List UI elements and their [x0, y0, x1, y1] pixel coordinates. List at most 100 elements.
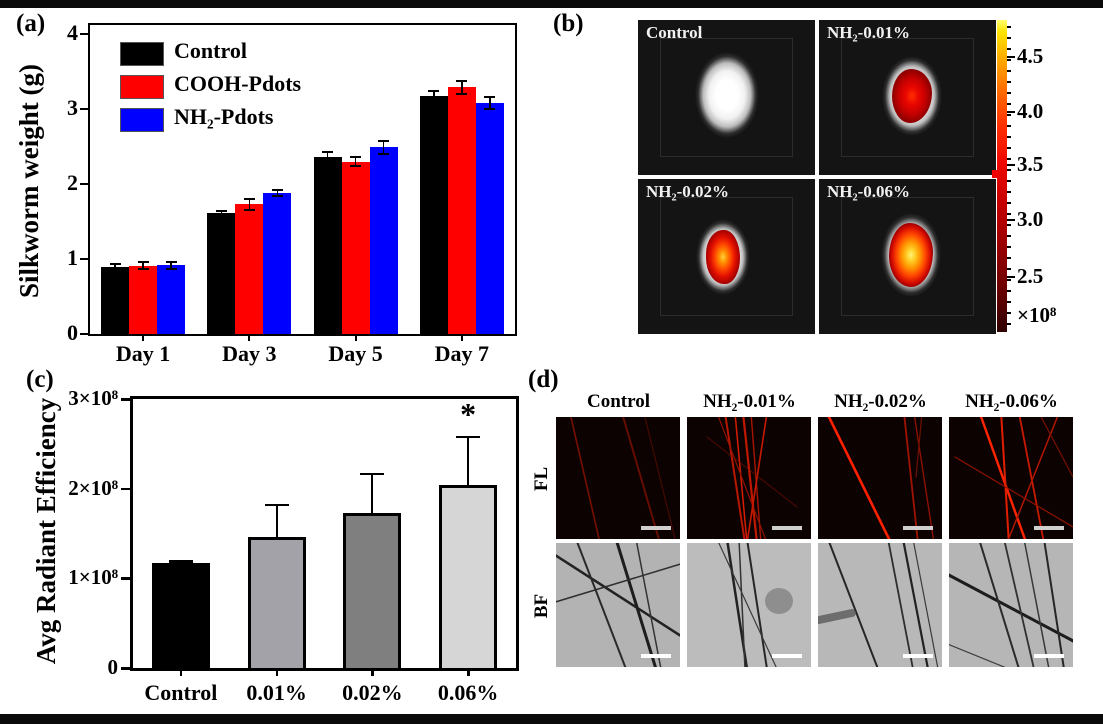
- colorbar-minor-tick: [1007, 48, 1011, 50]
- colorbar-major-tick: [1007, 111, 1015, 113]
- error-bar-cap: [456, 92, 468, 95]
- error-bar-cap: [322, 161, 334, 163]
- fiber-micrograph: [718, 543, 793, 667]
- bar: [439, 485, 498, 668]
- error-bar-line: [170, 260, 172, 270]
- debris-blob: [765, 588, 793, 614]
- x-tick-label: Day 7: [434, 341, 490, 366]
- error-bar-cap: [215, 209, 227, 212]
- colorbar-minor-tick: [1007, 92, 1011, 94]
- panel-d-fl-image-control: [556, 417, 680, 539]
- panel-b-image-nh2-006: NH₂-0.06%: [819, 179, 996, 334]
- fiber-line: [1018, 417, 1045, 539]
- image-label: Control: [646, 23, 703, 42]
- x-axis-tick: [460, 334, 463, 341]
- legend-swatch: [120, 75, 164, 99]
- bar: [313, 157, 342, 334]
- panel-d-fl-image-nh2-006: [949, 417, 1073, 539]
- legend-label: COOH-Pdots: [174, 71, 302, 96]
- y-tick-label: 3: [67, 95, 78, 120]
- error-bar-cap: [484, 107, 496, 110]
- panel-b-image-nh2-001: NH₂-0.01%: [819, 20, 996, 175]
- y-tick-label: 4: [67, 20, 78, 45]
- fiber-line: [742, 417, 758, 539]
- fiber-line: [915, 417, 923, 478]
- colorbar-minor-tick: [1007, 147, 1011, 149]
- fiber-line: [738, 543, 746, 667]
- x-axis-tick: [248, 334, 251, 341]
- error-bar-line: [114, 262, 116, 271]
- y-tick-label: 2×10⁸: [68, 475, 118, 500]
- panel-d-bf-image-nh2-001: [687, 543, 811, 667]
- error-bar-cap: [264, 503, 289, 507]
- image-label: NH₂-0.06%: [827, 182, 911, 201]
- colorbar-minor-tick: [1007, 202, 1011, 204]
- error-bar-cap: [322, 151, 334, 153]
- error-bar-cap: [484, 96, 496, 99]
- scale-bar: [641, 654, 671, 658]
- x-tick-label: Control: [144, 680, 218, 705]
- colorbar-pointer: [992, 170, 998, 178]
- fiber-line: [979, 543, 1020, 667]
- colorbar: [997, 20, 1007, 332]
- cocoon-nh2-001: [882, 56, 942, 136]
- x-tick-label: Day 3: [222, 341, 277, 366]
- bar: [447, 87, 476, 334]
- colorbar-major-tick: [1007, 276, 1015, 278]
- y-tick-label: 1: [67, 245, 78, 270]
- panel-b-label: (b): [553, 10, 584, 37]
- error-bar-cap: [271, 189, 283, 192]
- fiber-line: [1003, 543, 1035, 667]
- fiber-line: [828, 543, 879, 667]
- fiber-line: [636, 543, 662, 667]
- x-axis-tick: [467, 668, 470, 676]
- scale-bar: [1034, 526, 1064, 530]
- scale-bar: [1034, 654, 1064, 658]
- panel-d-col-header-control: Control: [587, 391, 650, 412]
- fiber-line: [1043, 543, 1065, 667]
- panel-a-plot-area: Control COOH-Pdots NH₂-Pdots: [88, 23, 517, 336]
- y-axis-tick: [121, 398, 130, 401]
- fiber-line: [1024, 543, 1050, 667]
- fiber-line: [954, 456, 1073, 528]
- error-bar-line: [248, 197, 251, 211]
- bar: [343, 512, 402, 668]
- scale-bar: [772, 654, 802, 658]
- tray-outline: [841, 197, 974, 316]
- error-bar-cap: [350, 164, 362, 167]
- fiber-line: [949, 573, 1073, 643]
- scale-bar: [772, 526, 802, 530]
- x-tick-label: 0.02%: [342, 680, 403, 705]
- fiber-line: [556, 554, 680, 637]
- y-tick-label: 2: [67, 170, 78, 195]
- legend-swatch: [120, 42, 164, 66]
- fiber-micrograph: [954, 417, 1073, 539]
- tray-outline: [660, 197, 793, 316]
- error-bar-line: [275, 503, 278, 538]
- significance-star: *: [460, 395, 477, 432]
- fiber-line: [902, 543, 929, 667]
- error-bar-line: [276, 189, 279, 197]
- colorbar-tick-label: 3.0: [1017, 207, 1044, 231]
- error-bar-cap: [271, 194, 283, 197]
- error-bar-line: [433, 89, 435, 102]
- error-bar-cap: [137, 268, 149, 271]
- panel-d-col-header-nh2-006: NH₂-0.06%: [965, 391, 1058, 412]
- x-axis-tick: [179, 668, 183, 676]
- colorbar-minor-tick: [1007, 224, 1011, 226]
- panel-d-bf-image-control: [556, 543, 680, 667]
- colorbar-minor-tick: [1007, 290, 1011, 292]
- panel-a-label: (a): [16, 10, 46, 37]
- error-bar-cap: [428, 89, 440, 92]
- colorbar-minor-tick: [1007, 323, 1011, 325]
- top-border-bar: [0, 0, 1103, 8]
- y-axis-tick: [121, 577, 130, 580]
- x-tick-label: Day 1: [115, 341, 171, 366]
- scale-bar: [903, 654, 933, 658]
- bar: [263, 193, 292, 334]
- colorbar-minor-tick: [1007, 81, 1011, 83]
- error-bar-line: [220, 209, 223, 216]
- error-bar-cap: [137, 261, 149, 264]
- fiber-line: [1040, 417, 1073, 478]
